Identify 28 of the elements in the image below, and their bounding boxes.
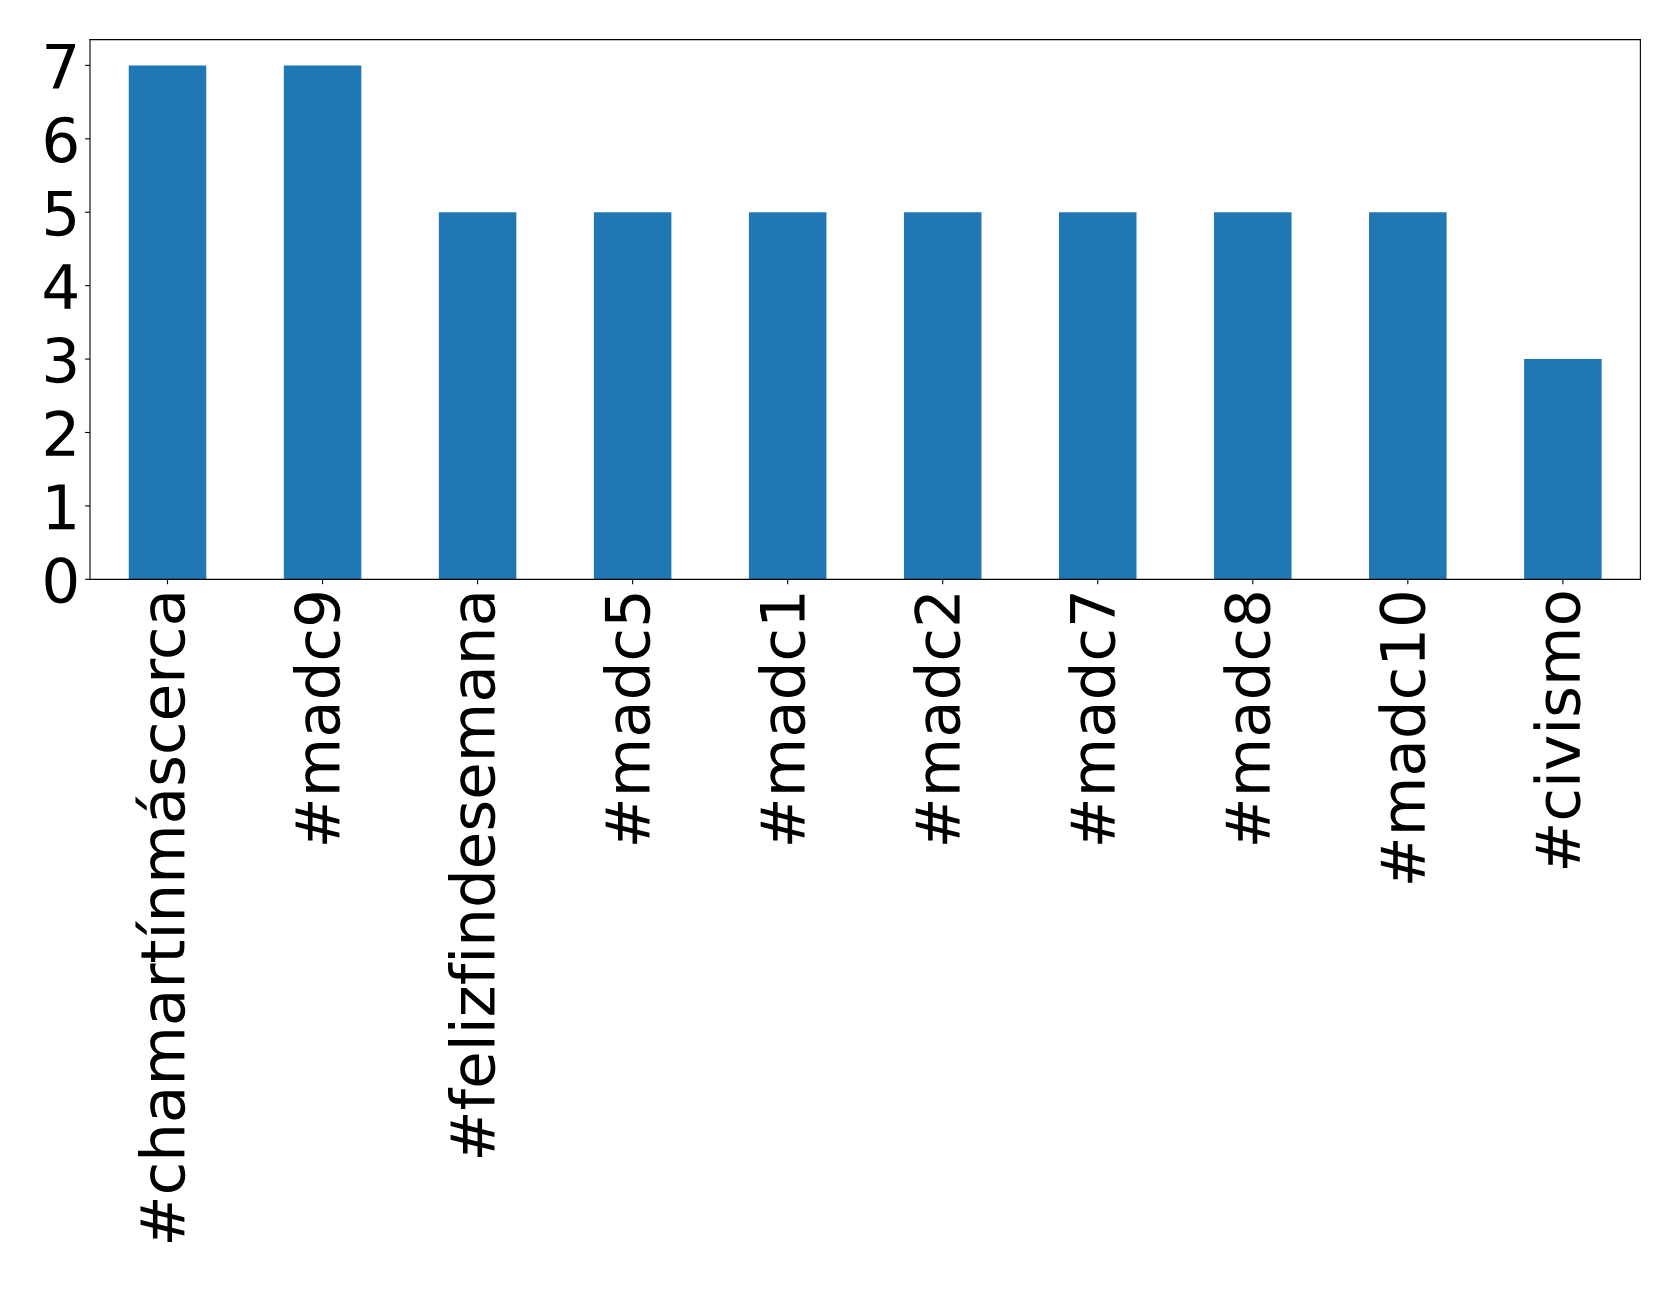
y-tick-label: 6 <box>45 116 77 163</box>
bar <box>1214 212 1292 580</box>
x-tick-label: #madc2 <box>913 595 961 844</box>
x-tick-label: #madc10 <box>1378 593 1426 883</box>
x-tick-label: #madc7 <box>1068 594 1116 844</box>
y-tick-label: 7 <box>46 44 76 89</box>
y-tick-label: 4 <box>44 264 77 309</box>
bar <box>283 65 362 580</box>
bar <box>748 212 827 580</box>
bar <box>1524 359 1602 580</box>
y-tick-label: 1 <box>48 484 75 530</box>
x-tick-label: #madc8 <box>1223 593 1271 844</box>
x-tick-label: #madc5 <box>603 594 651 844</box>
x-tick-label: #madc1 <box>758 594 806 844</box>
x-tick-label: #civismo <box>1533 592 1581 869</box>
bar <box>438 212 517 580</box>
bar <box>593 212 672 580</box>
y-tick-label: 2 <box>45 410 75 456</box>
x-tick-label: #madc9 <box>292 593 341 844</box>
y-tick-label: 0 <box>45 557 77 604</box>
y-tick-label: 3 <box>46 336 76 384</box>
bar <box>1058 212 1137 580</box>
bar <box>1369 212 1447 580</box>
bar <box>128 65 207 580</box>
x-tick-label: #felizfindesemana <box>448 594 496 1157</box>
bar <box>903 212 982 580</box>
y-tick-label: 5 <box>46 190 75 237</box>
x-tick-label: #chamartínmáscerca <box>135 594 186 1242</box>
